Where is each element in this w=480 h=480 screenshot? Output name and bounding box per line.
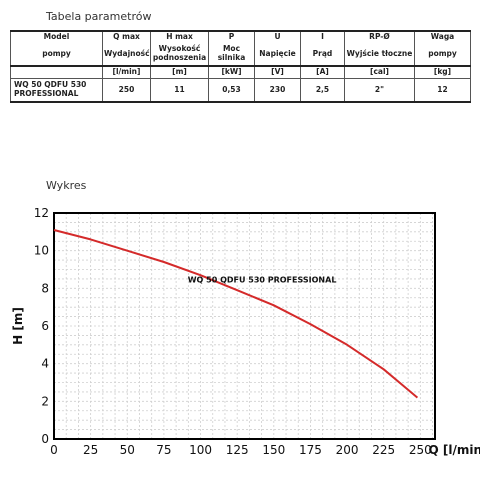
value-model: WQ 50 QDFU 530 PROFESSIONAL bbox=[10, 78, 103, 103]
value-u: 230 bbox=[254, 78, 301, 103]
y-tick-label: 10 bbox=[34, 244, 49, 258]
value-p: 0,53 bbox=[208, 78, 255, 103]
table-title: Tabela parametrów bbox=[46, 10, 152, 23]
name-hmax: Wysokość podnoszenia bbox=[150, 43, 209, 66]
chart-axes bbox=[53, 212, 436, 440]
header-model: Model bbox=[10, 30, 103, 43]
chart-labels: 0 25 50 75 100 125 150 175 200 225 250 0 2 4 6 8 10 12 Q [… bbox=[11, 206, 480, 457]
x-tick-label: 150 bbox=[262, 443, 285, 457]
y-tick-label: 2 bbox=[41, 394, 49, 408]
x-tick-label: 175 bbox=[299, 443, 322, 457]
parameters-table: Model Q max H max P U I RP-Ø Waga pompy … bbox=[10, 30, 471, 103]
x-tick-label: 75 bbox=[156, 443, 171, 457]
x-tick-label: 225 bbox=[372, 443, 395, 457]
x-tick-label: 50 bbox=[120, 443, 135, 457]
unit-waga: [kg] bbox=[414, 65, 471, 79]
value-waga: 12 bbox=[414, 78, 471, 103]
chart-grid bbox=[54, 213, 435, 439]
name-waga: pompy bbox=[414, 43, 471, 66]
unit-p: [kW] bbox=[208, 65, 255, 79]
x-tick-label: 0 bbox=[50, 443, 58, 457]
value-i: 2,5 bbox=[300, 78, 345, 103]
chart-title: Wykres bbox=[46, 179, 87, 192]
x-tick-label: 25 bbox=[83, 443, 98, 457]
name-rp: Wyjście tłoczne bbox=[344, 43, 415, 66]
x-axis-label: Q [l/min] bbox=[428, 443, 480, 457]
unit-i: [A] bbox=[300, 65, 345, 79]
plot-frame bbox=[53, 212, 436, 440]
table-value-row: WQ 50 QDFU 530 PROFESSIONAL 250 11 0,53 … bbox=[10, 78, 471, 103]
x-tick-label: 125 bbox=[226, 443, 249, 457]
header-hmax: H max bbox=[150, 30, 209, 43]
unit-qmax: [l/min] bbox=[102, 65, 151, 79]
table-name-row: pompy Wydajność Wysokość podnoszenia Moc… bbox=[10, 43, 471, 66]
name-u: Napięcie bbox=[254, 43, 301, 66]
header-qmax: Q max bbox=[102, 30, 151, 43]
unit-rp: [cal] bbox=[344, 65, 415, 79]
y-axis-label: H [m] bbox=[11, 307, 25, 345]
name-model: pompy bbox=[10, 43, 103, 66]
curve-annotation: WQ 50 QDFU 530 PROFESSIONAL bbox=[188, 276, 337, 285]
y-tick-label: 8 bbox=[41, 281, 49, 295]
x-tick-label: 250 bbox=[409, 443, 432, 457]
name-qmax: Wydajność bbox=[102, 43, 151, 66]
name-p: Moc silnika bbox=[208, 43, 255, 66]
y-tick-label: 0 bbox=[41, 432, 49, 446]
pump-curve-chart: 0 25 50 75 100 125 150 175 200 225 250 0 2 4 6 8 10 12 Q [… bbox=[11, 206, 480, 457]
y-tick-label: 4 bbox=[41, 357, 49, 371]
value-hmax: 11 bbox=[150, 78, 209, 103]
table-unit-row: [l/min] [m] [kW] [V] [A] [cal] [kg] bbox=[10, 65, 471, 79]
header-rp: RP-Ø bbox=[344, 30, 415, 43]
y-tick-label: 12 bbox=[34, 206, 49, 220]
header-waga: Waga bbox=[414, 30, 471, 43]
chart-series bbox=[53, 229, 419, 399]
unit-u: [V] bbox=[254, 65, 301, 79]
header-p: P bbox=[208, 30, 255, 43]
unit-model bbox=[10, 65, 103, 79]
unit-hmax: [m] bbox=[150, 65, 209, 79]
table-header-row: Model Q max H max P U I RP-Ø Waga bbox=[10, 30, 471, 43]
value-rp: 2" bbox=[344, 78, 415, 103]
y-tick-label: 6 bbox=[41, 319, 49, 333]
header-u: U bbox=[254, 30, 301, 43]
header-i: I bbox=[300, 30, 345, 43]
x-tick-label: 100 bbox=[189, 443, 212, 457]
x-tick-label: 200 bbox=[336, 443, 359, 457]
value-qmax: 250 bbox=[102, 78, 151, 103]
series-line bbox=[53, 229, 419, 399]
name-i: Prąd bbox=[300, 43, 345, 66]
